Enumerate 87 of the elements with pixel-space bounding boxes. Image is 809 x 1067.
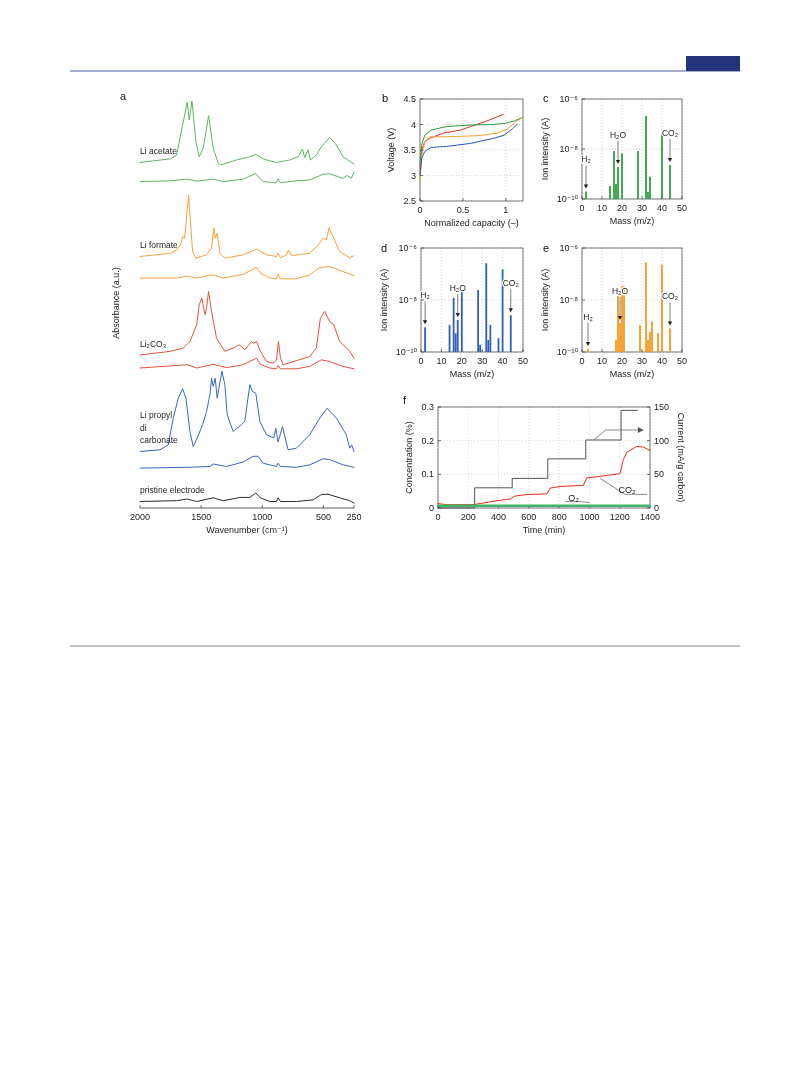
x-tick-label: 40 <box>497 356 508 366</box>
series-label: CO₂ <box>618 485 637 496</box>
x-axis-title: Mass (m/z) <box>609 216 655 226</box>
y-tick-label: 10⁻⁸ <box>559 295 579 305</box>
annotation: H₂ <box>583 312 593 323</box>
x-tick-label: 500 <box>315 512 331 522</box>
x-tick-label: 50 <box>676 203 688 213</box>
x-tick-label: 50 <box>676 356 688 366</box>
y-tick-label: 10⁻¹⁰ <box>556 194 579 204</box>
y-tick-label: 4 <box>410 119 416 130</box>
series-label: O₂ <box>568 492 580 503</box>
chart-title: d <box>381 242 388 254</box>
chart-title: e <box>543 242 550 254</box>
x-axis-title: Time (min) <box>522 525 566 535</box>
y-tick-label: 10⁻⁸ <box>559 144 579 154</box>
series-label: Li formate <box>140 240 179 251</box>
annotation: CO₂ <box>502 278 519 289</box>
annotation: H₂O <box>609 130 627 141</box>
x-axis-title: Normalized capacity (–) <box>424 218 519 228</box>
x-tick-label: 1000 <box>252 512 273 522</box>
y-tick-label: 2.5 <box>403 196 416 206</box>
x-tick-label: 10 <box>596 203 608 213</box>
y-tick-label: 10⁻⁶ <box>559 94 579 104</box>
x-tick-label: 800 <box>551 512 567 522</box>
x-tick-label: 250 <box>346 512 362 522</box>
y-tick-label: 10⁻⁶ <box>559 243 579 253</box>
y-tick-label: 0.3 <box>421 402 434 412</box>
annotation: H₂ <box>581 154 591 165</box>
y2-tick-label: 100 <box>654 435 670 446</box>
x-tick-label: 50 <box>517 356 529 366</box>
chart-title: b <box>382 92 389 104</box>
y-axis-title: Absorbance (a.u.) <box>111 267 121 339</box>
x-tick-label: 30 <box>477 356 488 366</box>
x-tick-label: 10 <box>436 356 447 366</box>
y-tick-label: 4.5 <box>403 94 416 104</box>
series-label: pristine electrode <box>140 485 205 496</box>
y-tick-label: 0.1 <box>421 469 434 480</box>
chart-title: a <box>120 90 127 102</box>
series-label: Li propyl di carbonate <box>140 410 179 446</box>
x-tick-label: 20 <box>456 356 467 366</box>
series-label: Li₂CO₃ <box>140 338 167 349</box>
chart-title: c <box>543 92 549 104</box>
x-tick-label: 1 <box>503 205 509 215</box>
x-axis-title: Wavenumber (cm⁻¹) <box>206 525 288 535</box>
x-tick-label: 20 <box>616 203 628 213</box>
y-tick-label: 0 <box>428 503 434 513</box>
y-axis-title: Ion intensity (A) <box>540 117 550 181</box>
y2-tick-label: 150 <box>654 402 670 412</box>
y-tick-label: 10⁻¹⁰ <box>395 347 418 357</box>
y-axis-title: Ion intensity (A) <box>540 268 550 332</box>
y-tick-label: 3 <box>410 170 416 181</box>
x-tick-label: 10 <box>596 356 608 366</box>
x-tick-label: 1500 <box>191 512 212 522</box>
x-tick-label: 2000 <box>129 512 151 522</box>
x-tick-label: 0.5 <box>456 205 470 215</box>
y-tick-label: 0.2 <box>421 435 434 446</box>
annotation: CO₂ <box>661 127 679 138</box>
y-tick-label: 3.5 <box>403 145 416 155</box>
x-tick-label: 200 <box>460 512 476 522</box>
annotation: H₂O <box>449 283 467 294</box>
y-tick-label: 10⁻¹⁰ <box>556 347 579 357</box>
x-tick-label: 400 <box>491 512 507 522</box>
y-axis-title: Ion intensity (A) <box>379 268 389 332</box>
y2-tick-label: 50 <box>654 469 665 480</box>
x-tick-label: 40 <box>656 356 668 366</box>
x-tick-label: 30 <box>636 203 648 213</box>
y-axis-title: Voltage (V) <box>386 127 396 173</box>
line-series <box>419 124 518 176</box>
x-axis-title: Mass (m/z) <box>609 369 655 379</box>
x-tick-label: 40 <box>656 203 668 213</box>
x-tick-label: 30 <box>636 356 648 366</box>
annotation: H₂ <box>420 290 430 301</box>
y-tick-label: 10⁻⁸ <box>398 295 418 305</box>
x-tick-label: 0 <box>435 512 441 522</box>
y-tick-label: 10⁻⁶ <box>398 243 418 253</box>
x-tick-label: 1400 <box>639 512 661 522</box>
x-axis-title: Mass (m/z) <box>449 369 495 379</box>
chart-title: f <box>403 394 407 406</box>
series-label: Li acetate <box>140 146 178 157</box>
line-series <box>419 116 524 183</box>
y2-tick-label: 0 <box>654 503 660 513</box>
x-tick-label: 600 <box>521 512 537 522</box>
x-tick-label: 20 <box>616 356 628 366</box>
x-tick-label: 1000 <box>579 512 600 522</box>
x-tick-label: 1200 <box>609 512 630 522</box>
y-axis-title: Concentration (%) <box>404 421 414 494</box>
y2-axis-title: Current (mA/g carbon) <box>676 412 686 503</box>
